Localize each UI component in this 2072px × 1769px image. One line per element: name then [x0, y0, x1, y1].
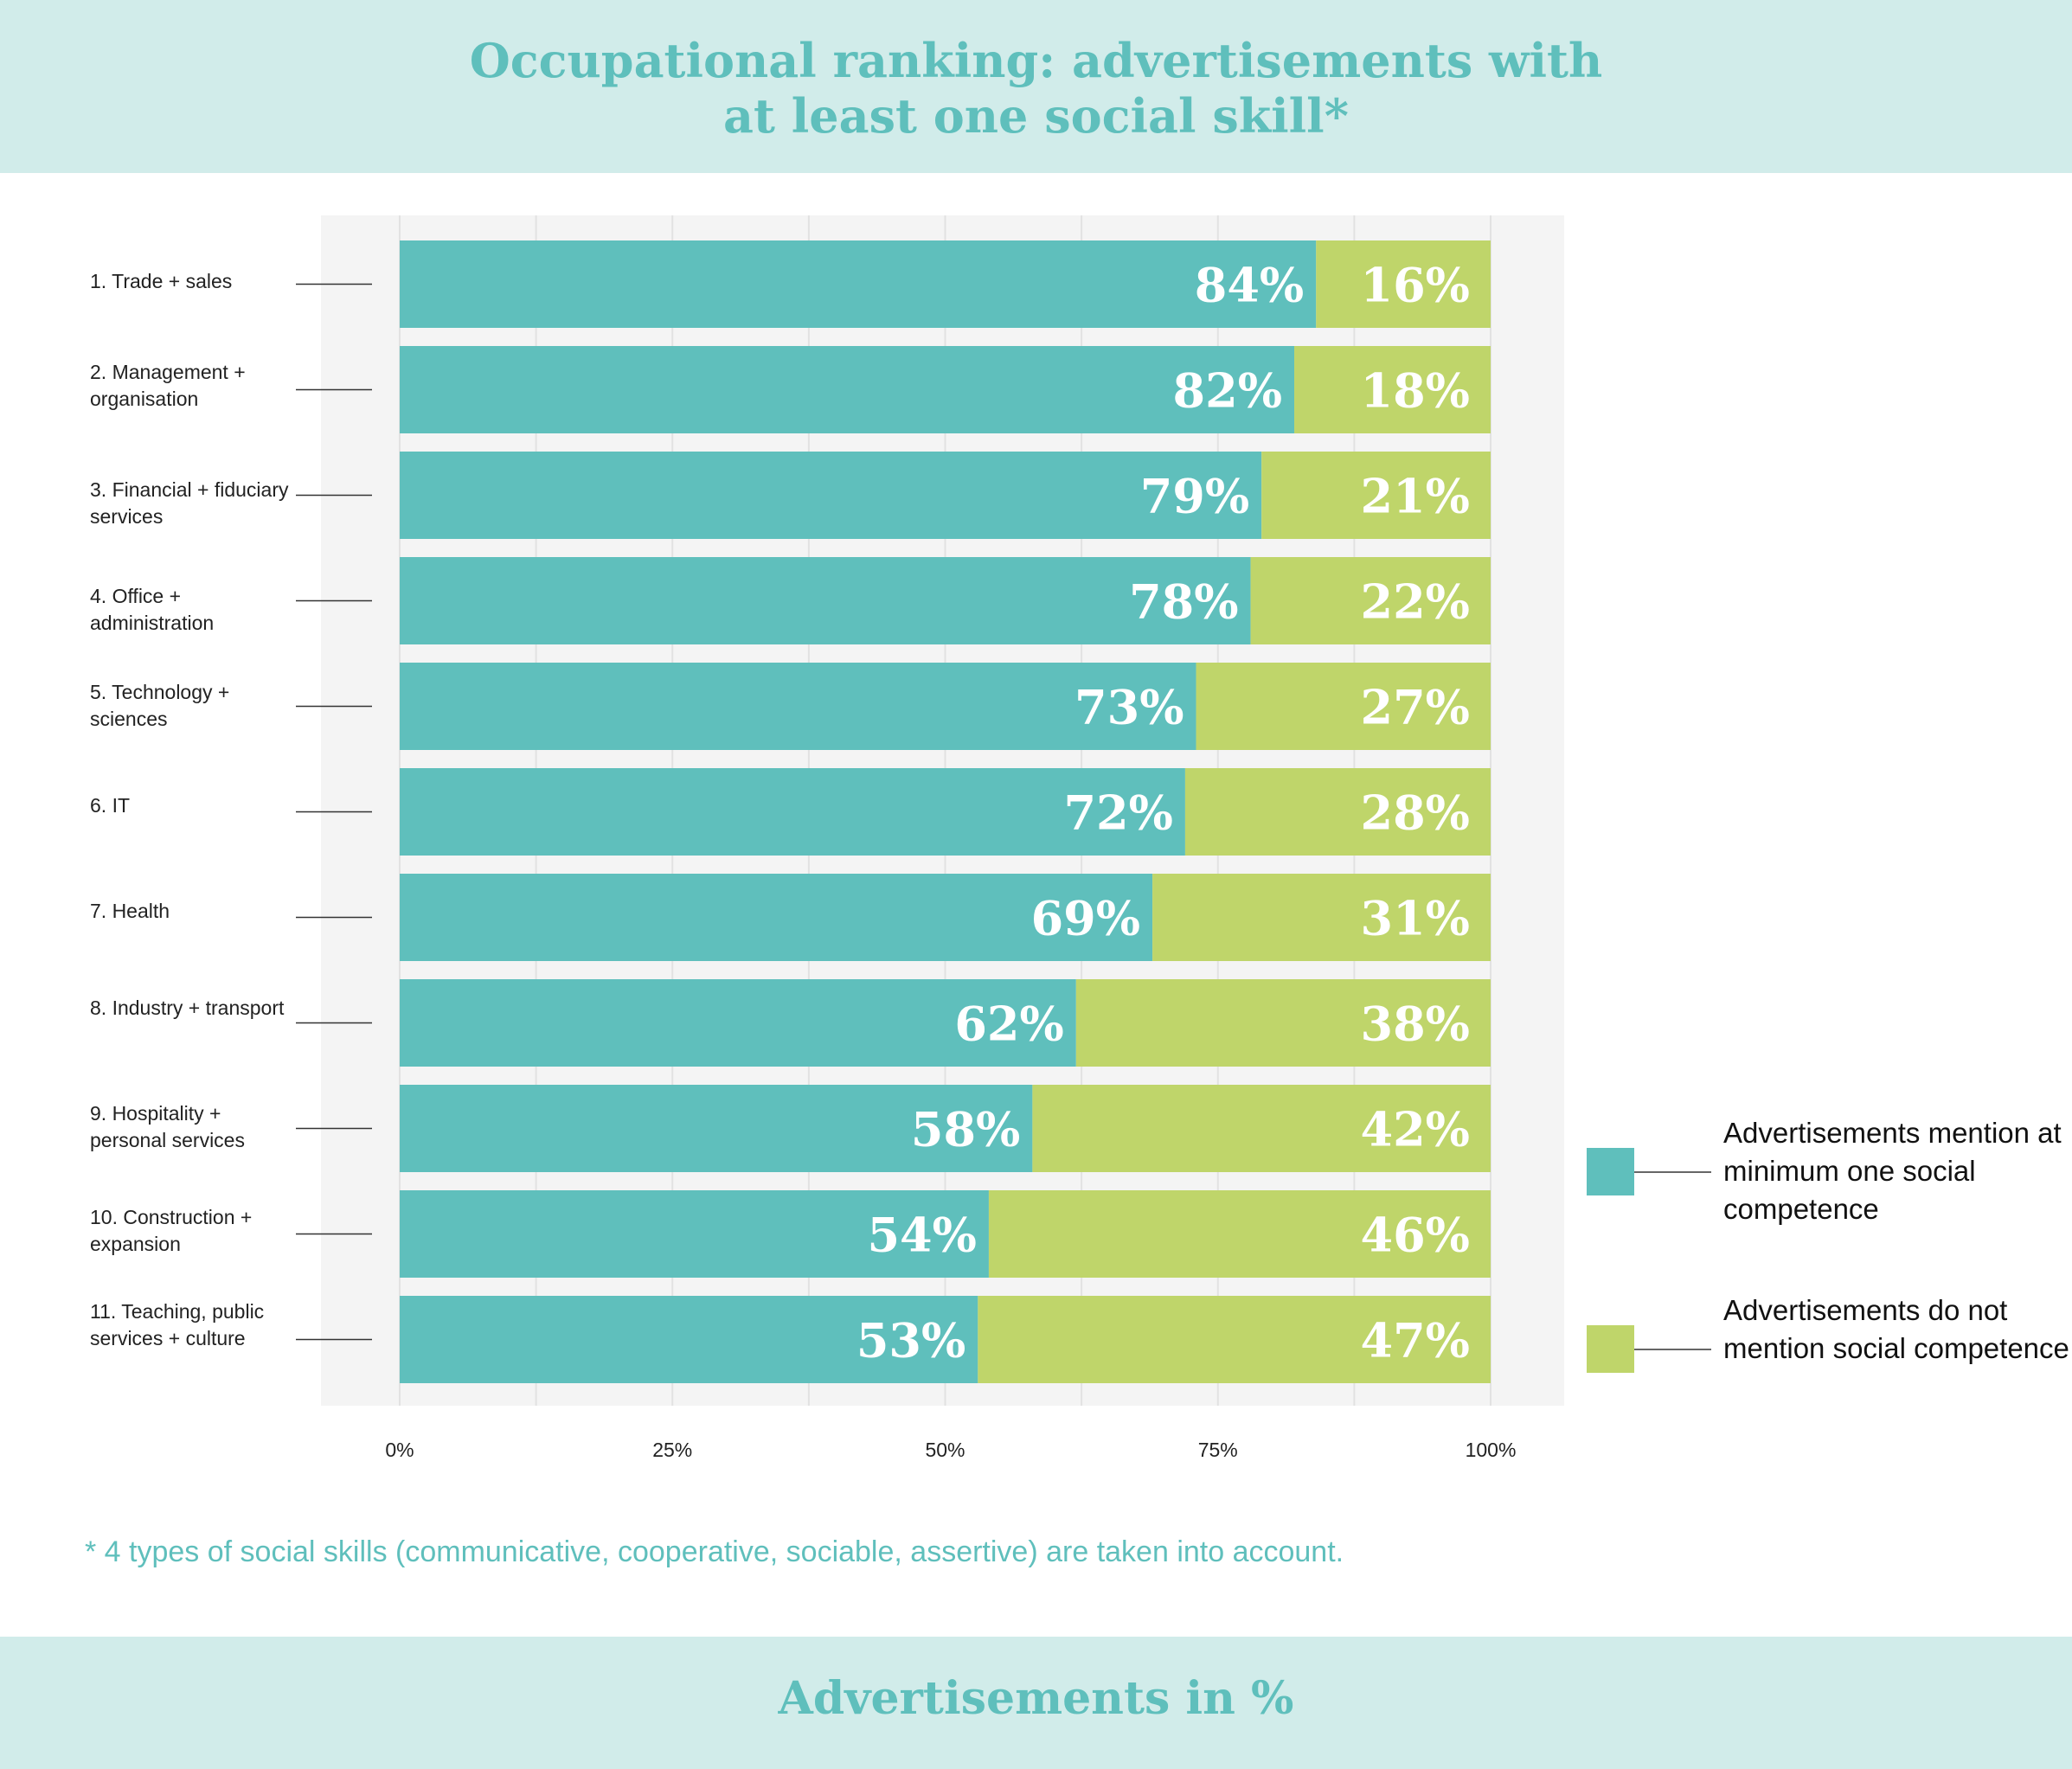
- bar-mention: [400, 557, 1251, 644]
- bar-mention: [400, 874, 1153, 961]
- bar-mention: [400, 1190, 989, 1278]
- data-label-mention: 73%: [1074, 680, 1184, 735]
- data-label-no-mention: 16%: [1361, 258, 1470, 313]
- legend-label-mention: Advertisements mention at minimum one so…: [1723, 1117, 2062, 1225]
- category-label: 1. Trade + sales: [90, 270, 233, 292]
- category-label: 11. Teaching, public services + culture: [90, 1300, 265, 1349]
- category-label: 2. Management + organisation: [90, 361, 246, 410]
- bar-mention: [400, 1296, 978, 1383]
- data-label-no-mention: 31%: [1361, 891, 1470, 946]
- bar-no-mention: [1250, 557, 1491, 644]
- data-label-mention: 54%: [867, 1208, 976, 1263]
- data-label-no-mention: 21%: [1361, 469, 1470, 524]
- bar-no-mention: [1184, 768, 1491, 856]
- bar-mention: [400, 663, 1196, 750]
- x-tick-label: 50%: [925, 1439, 965, 1461]
- bar-no-mention: [988, 1190, 1491, 1278]
- data-label-mention: 58%: [911, 1102, 1020, 1157]
- chart-title-line-1: Occupational ranking: advertisements wit…: [469, 33, 1603, 88]
- category-label: 5. Technology + sciences: [90, 681, 230, 730]
- bar-no-mention: [1196, 663, 1491, 750]
- bar-no-mention: [1316, 240, 1491, 328]
- data-label-no-mention: 27%: [1361, 680, 1470, 735]
- legend-swatch-mention: [1587, 1148, 1634, 1195]
- data-label-mention: 62%: [954, 997, 1063, 1052]
- category-label: 9. Hospitality + personal services: [90, 1102, 245, 1151]
- x-tick-label: 100%: [1466, 1439, 1517, 1461]
- bar-no-mention: [1261, 452, 1491, 539]
- category-label: 8. Industry + transport: [90, 997, 285, 1019]
- footnote: * 4 types of social skills (communicativ…: [85, 1535, 1344, 1568]
- bar-no-mention: [1032, 1085, 1491, 1172]
- x-tick-label: 0%: [385, 1439, 414, 1461]
- category-label: 3. Financial + fiduciary services: [90, 478, 289, 528]
- bar-mention: [400, 979, 1076, 1067]
- chart-title: Occupational ranking: advertisements wit…: [0, 33, 2072, 144]
- legend-label-no-mention: Advertisements do not mention social com…: [1723, 1294, 2069, 1364]
- data-label-no-mention: 47%: [1361, 1313, 1470, 1368]
- category-label: 7. Health: [90, 900, 170, 922]
- x-tick-label: 75%: [1198, 1439, 1238, 1461]
- x-tick-label: 25%: [652, 1439, 692, 1461]
- data-label-mention: 78%: [1129, 574, 1238, 630]
- data-label-no-mention: 46%: [1361, 1208, 1470, 1263]
- data-label-mention: 53%: [856, 1313, 965, 1368]
- chart-title-line-2: at least one social skill*: [723, 88, 1349, 144]
- bar-mention: [400, 346, 1295, 433]
- bar-mention: [400, 452, 1262, 539]
- legend-swatch-no-mention: [1587, 1325, 1634, 1373]
- bar-no-mention: [1152, 874, 1491, 961]
- category-label: 4. Office + administration: [90, 585, 215, 634]
- bar-mention: [400, 240, 1317, 328]
- data-label-no-mention: 42%: [1361, 1102, 1470, 1157]
- data-label-no-mention: 28%: [1361, 785, 1470, 841]
- bar-mention: [400, 768, 1185, 856]
- data-label-mention: 82%: [1173, 363, 1282, 419]
- data-label-mention: 84%: [1195, 258, 1304, 313]
- data-label-mention: 79%: [1140, 469, 1249, 524]
- x-axis-title: Advertisements in %: [778, 1672, 1294, 1725]
- bar-no-mention: [1294, 346, 1491, 433]
- data-label-no-mention: 22%: [1361, 574, 1470, 630]
- category-label: 6. IT: [90, 794, 131, 817]
- data-label-no-mention: 18%: [1361, 363, 1470, 419]
- data-label-mention: 69%: [1031, 891, 1140, 946]
- bar-mention: [400, 1085, 1033, 1172]
- header-band: [0, 0, 2072, 173]
- bar-no-mention: [1075, 979, 1491, 1067]
- footer-band: [0, 1637, 2072, 1769]
- category-label: 10. Construction + expansion: [90, 1206, 253, 1255]
- data-label-no-mention: 38%: [1361, 997, 1470, 1052]
- bar-no-mention: [978, 1296, 1491, 1383]
- data-label-mention: 72%: [1063, 785, 1172, 841]
